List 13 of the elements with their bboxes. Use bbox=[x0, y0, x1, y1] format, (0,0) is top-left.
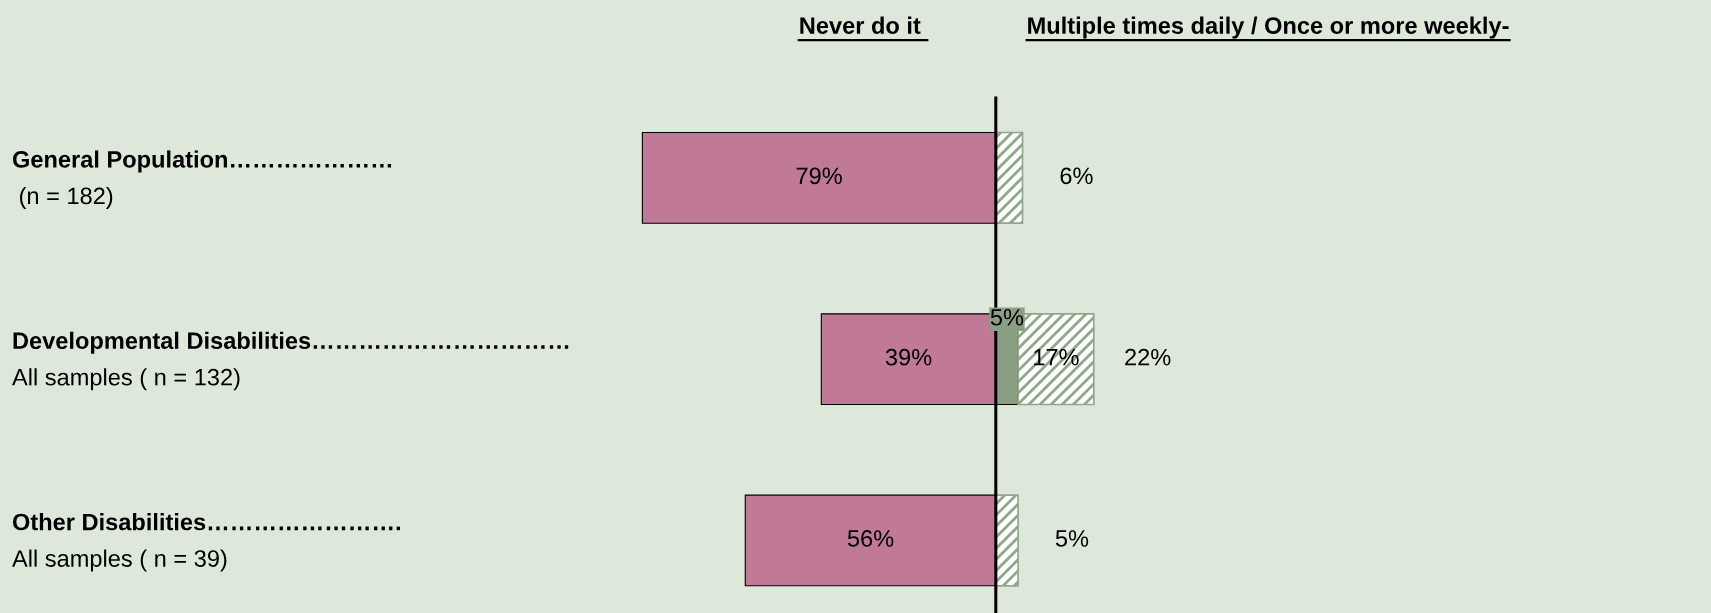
data-label: 79% bbox=[796, 167, 842, 185]
chart-title: Never do it bbox=[800, 16, 921, 34]
data-label: 39% bbox=[885, 348, 932, 366]
data-label: 56% bbox=[847, 530, 894, 547]
y-tick-label: Other Disabilities……………………. All samples ( n = 39) bbox=[12, 513, 400, 572]
data-label: 5% bbox=[990, 309, 1024, 326]
total-label: 6% bbox=[1060, 167, 1093, 185]
data-label: 17% bbox=[1034, 348, 1079, 366]
y-tick-label: General Population………………… (n = 182) bbox=[12, 150, 392, 209]
text: Multiple times daily / Once or more weekly- bbox=[1028, 16, 1509, 39]
y-tick-label: Developmental Disabilities…………………………… All samples ( n = 132) bbox=[12, 331, 569, 391]
total-label: 22% bbox=[1125, 348, 1171, 366]
total-label: 5% bbox=[1055, 530, 1089, 547]
